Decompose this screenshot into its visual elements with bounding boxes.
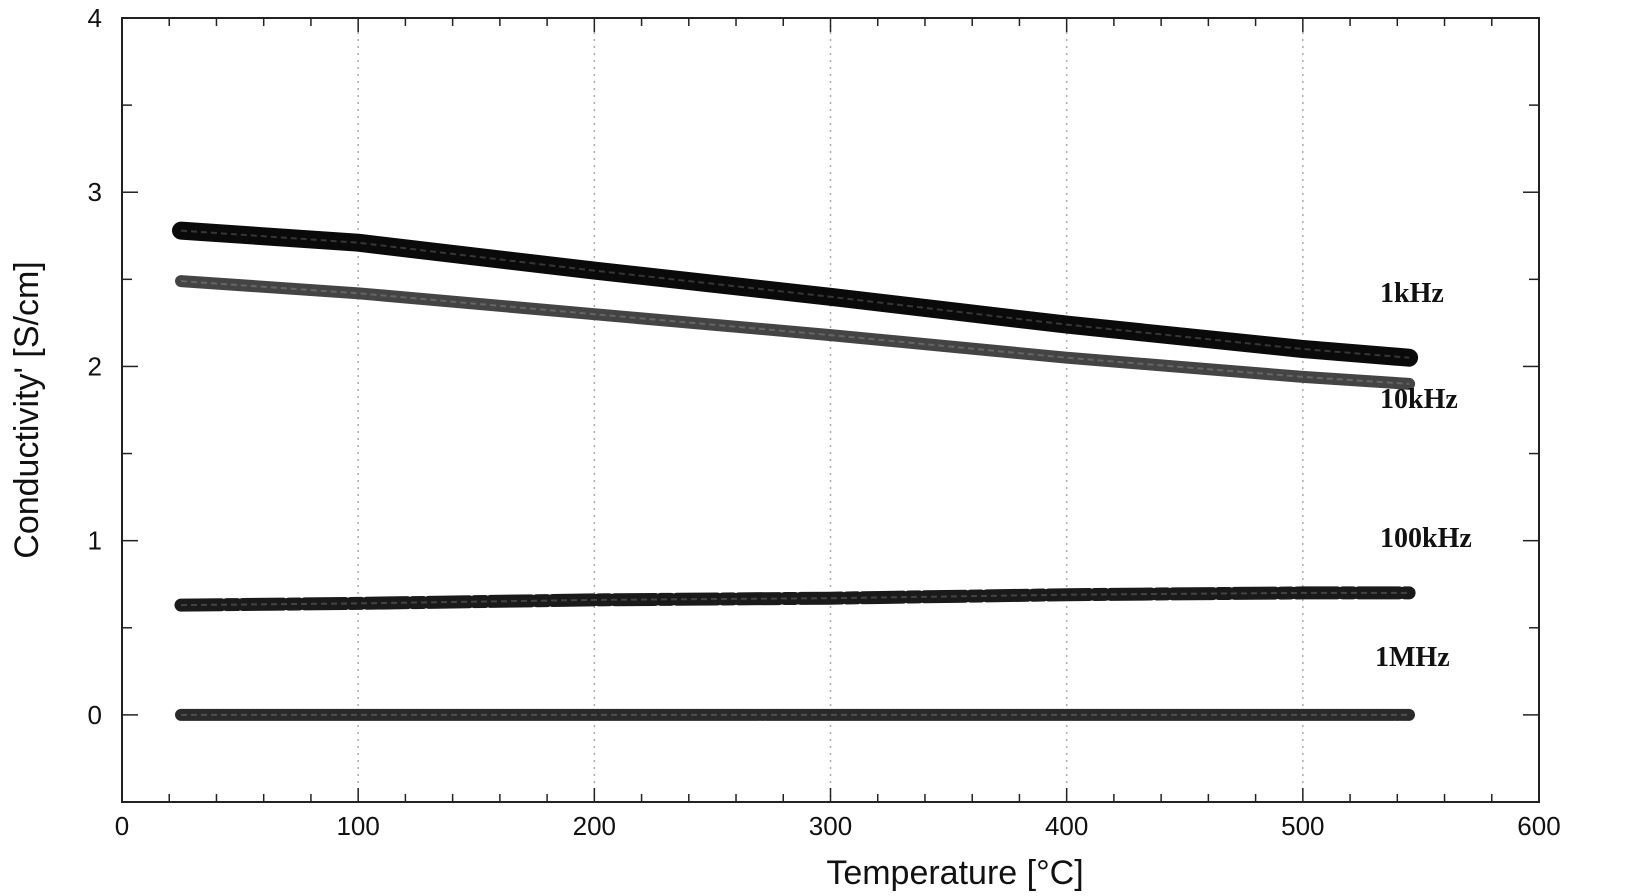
series-label-1khz: 1kHz [1380,278,1444,309]
series-label-1mhz: 1MHz [1375,642,1450,673]
y-tick-label: 1 [88,526,102,556]
axis-ticks [121,17,1540,803]
series-10khz-line [175,275,1416,390]
y-tick-label: 4 [88,3,102,33]
series-label-10khz: 10kHz [1380,384,1458,415]
series-10khz-texture [180,280,1410,385]
y-axis-title: Conductivity' [S/cm] [8,261,46,558]
y-tick-label: 3 [88,177,102,207]
grid-lines [357,18,1304,802]
x-tick-label: 500 [1281,811,1324,841]
x-tick-label: 300 [809,811,852,841]
x-tick-label: 200 [573,811,616,841]
series-100khz-texture [180,591,1410,607]
y-tick-labels: 0 1 2 3 4 [88,3,102,730]
series-1khz-line [172,221,1419,367]
series-label-100khz: 100kHz [1380,523,1472,554]
x-tick-label: 0 [115,811,129,841]
series-1khz-texture [180,229,1410,359]
series-lines [172,221,1419,721]
series-labels: 1kHz 10kHz 100kHz 1MHz [1375,278,1472,673]
x-tick-label: 100 [336,811,379,841]
x-tick-label: 400 [1045,811,1088,841]
series-100khz-line [174,586,1416,612]
y-tick-label: 2 [88,351,102,381]
x-axis-title: Temperature [°C] [826,854,1083,892]
x-tick-labels: 0 100 200 300 400 500 600 [115,811,1561,841]
x-tick-label: 600 [1517,811,1560,841]
y-tick-label: 0 [88,700,102,730]
